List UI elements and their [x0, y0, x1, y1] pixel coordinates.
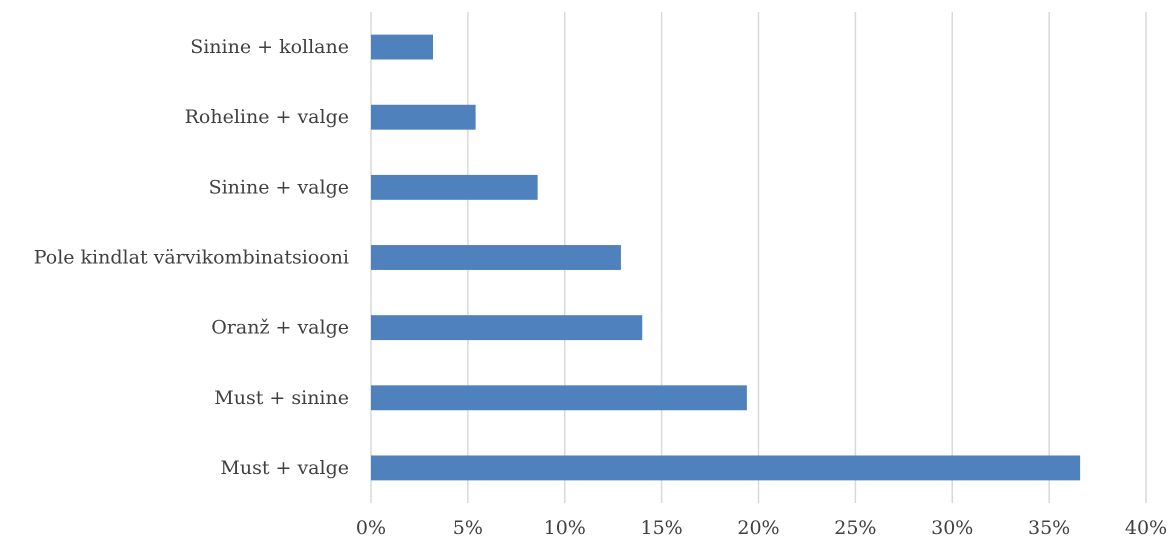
- bar: [371, 315, 643, 341]
- bar: [371, 455, 1081, 481]
- x-tick-label: 35%: [1028, 517, 1070, 539]
- gridlines: [370, 12, 1147, 503]
- x-tick-label: 15%: [641, 517, 683, 539]
- category-label: Roheline + valge: [185, 106, 349, 128]
- x-tick-label: 10%: [544, 517, 586, 539]
- x-tick-label: 25%: [834, 517, 876, 539]
- x-tick-label: 5%: [453, 517, 483, 539]
- x-tick-label: 30%: [931, 517, 973, 539]
- bar: [371, 385, 747, 411]
- category-label: Sinine + kollane: [190, 36, 349, 58]
- x-tick-label: 0%: [356, 517, 386, 539]
- category-label: Pole kindlat värvikombinatsiooni: [34, 247, 349, 269]
- category-label: Oranž + valge: [211, 317, 349, 339]
- bar: [371, 104, 476, 130]
- category-label: Must + valge: [220, 457, 349, 479]
- bars: [371, 34, 1081, 481]
- x-tick-label: 40%: [1125, 517, 1167, 539]
- bar: [371, 245, 621, 270]
- category-label: Sinine + valge: [209, 176, 349, 198]
- x-tick-labels: 0% 5% 10% 15% 20% 25% 30% 35% 40%: [356, 517, 1167, 539]
- bar: [371, 174, 538, 200]
- bar: [371, 34, 433, 60]
- category-labels: Sinine + kollane Roheline + valge Sinine +…: [34, 36, 349, 479]
- category-label: Must + sinine: [214, 387, 349, 409]
- x-tick-label: 20%: [737, 517, 779, 539]
